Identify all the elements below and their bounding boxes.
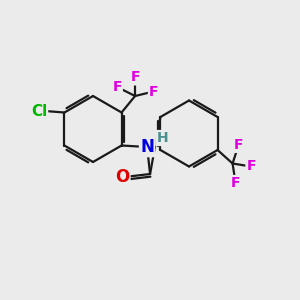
Text: F: F: [231, 176, 240, 190]
Text: H: H: [156, 131, 168, 145]
Text: F: F: [149, 85, 158, 98]
Text: F: F: [246, 160, 256, 173]
Text: F: F: [234, 138, 243, 152]
Text: N: N: [140, 138, 154, 156]
Text: F: F: [130, 70, 140, 84]
Text: O: O: [115, 168, 129, 186]
Text: F: F: [112, 80, 122, 94]
Text: Cl: Cl: [31, 103, 47, 118]
